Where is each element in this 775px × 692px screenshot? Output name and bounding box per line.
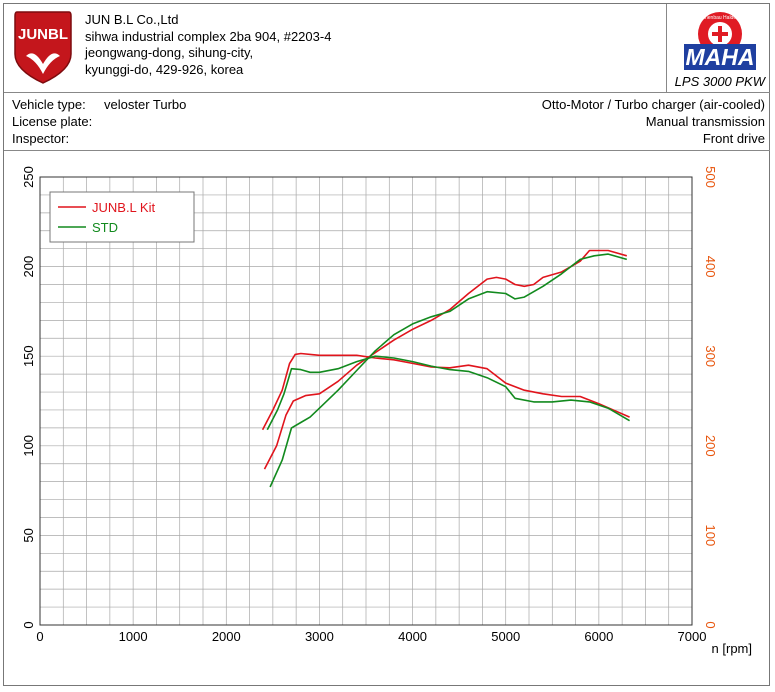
left-y-tick-label: 250 [21,166,36,188]
maha-logo-text: MAHA [686,44,755,70]
x-tick-label: 4000 [398,629,427,644]
x-axis-label: n [rpm] [712,641,752,656]
report-frame [3,3,770,686]
legend-label-kit: JUNB.L Kit [92,200,155,215]
std-torque-line [269,253,628,488]
vehicle-info-divider [4,150,770,151]
x-tick-label: 3000 [305,629,334,644]
vehicle-type-value: veloster Turbo [104,97,187,112]
right-y-tick-label: 400 [703,256,718,278]
right-y-tick-label: 500 [703,166,718,188]
drive-type: Front drive [702,131,765,146]
x-tick-label: 6000 [584,629,613,644]
company-address-line1: sihwa industrial complex 2ba 904, #2203-… [85,28,332,44]
kit-power-line [261,352,630,431]
kit-torque-line [263,249,628,470]
right-y-tick-label: 100 [703,525,718,547]
right-y-tick-label: 300 [703,345,718,367]
company-block: JUN B.L Co.,Ltd sihwa industrial complex… [85,12,331,78]
company-address-line2: jeongwang-dong, sihung-city, [85,45,254,60]
chart-legend [49,191,195,243]
maha-logo: MAHA Maschinenbau Haldenwang [684,12,756,70]
license-plate-label: License plate: [12,114,93,129]
plot-border [39,176,693,626]
x-tick-label: 2000 [212,629,241,644]
std-power-line [266,355,631,431]
junbl-logo: JUNBL [14,11,72,84]
x-tick-label: 5000 [491,629,520,644]
inspector-label: Inspector: [12,131,70,146]
x-tick-label: 0 [36,629,43,644]
transmission-type: Manual transmission [645,114,765,129]
company-address-line3: kyunggi-do, 429-926, korea [85,61,244,77]
left-y-tick-label: 100 [21,435,36,457]
left-y-tick-label: 0 [21,621,36,628]
maha-ring-text: Maschinenbau Haldenwang [689,15,751,21]
x-tick-label: 7000 [678,629,707,644]
maha-panel: MAHA Maschinenbau Haldenwang LPS 3000 PK… [666,4,771,92]
dyno-model: LPS 3000 PKW [674,74,765,89]
x-tick-label: 1000 [119,629,148,644]
engine-type: Otto-Motor / Turbo charger (air-cooled) [541,97,765,112]
left-y-tick-label: 200 [21,256,36,278]
left-y-tick-label: 50 [21,528,36,542]
right-y-tick-label: 0 [703,621,718,628]
legend-label-std: STD [92,220,118,235]
left-y-tick-label: 150 [21,345,36,367]
company-name: JUN B.L Co.,Ltd [85,12,179,27]
vehicle-type-label: Vehicle type: [12,97,86,112]
junbl-logo-text: JUNBL [18,26,68,43]
right-y-tick-label: 200 [703,435,718,457]
header-divider [4,92,770,93]
